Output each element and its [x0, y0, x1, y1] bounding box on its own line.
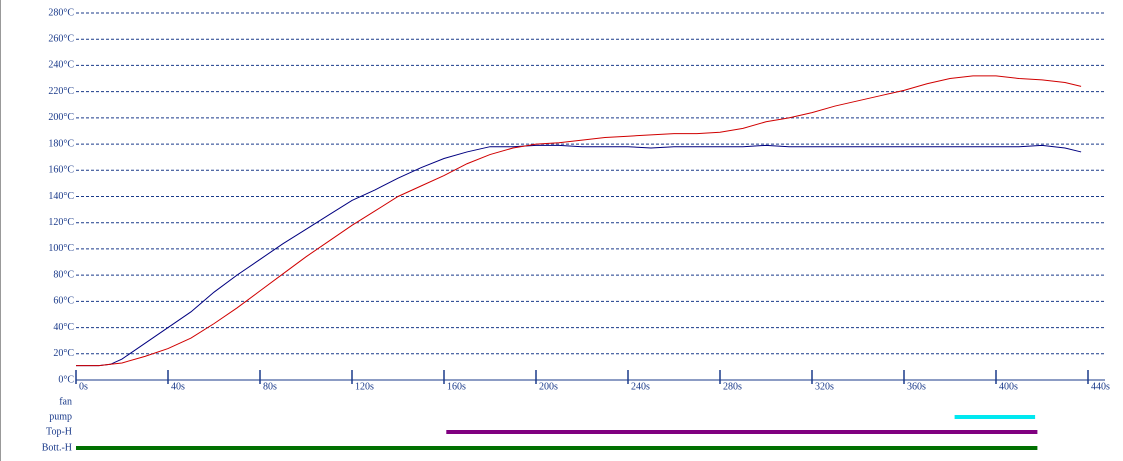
y-tick-label: 240°C [48, 60, 74, 71]
x-tick-label: 240s [631, 381, 650, 392]
series-line [76, 75, 1082, 367]
timeline-label: pump [49, 411, 72, 422]
y-tick-label: 60°C [53, 296, 74, 307]
x-tick-label: 400s [999, 381, 1018, 392]
timeline-bar [76, 446, 1038, 450]
y-tick-label: 120°C [48, 217, 74, 228]
y-tick-label: 80°C [53, 269, 74, 280]
y-tick-label: 200°C [48, 112, 74, 123]
y-tick-label: 0°C [58, 374, 74, 385]
y-tick-label: 280°C [48, 7, 74, 18]
y-tick-label: 100°C [48, 243, 74, 254]
x-tick-label: 360s [907, 381, 926, 392]
timeline-bar [954, 415, 1036, 419]
timeline-label: fan [59, 396, 72, 407]
x-tick-label: 320s [815, 381, 834, 392]
timeline-label: Top-H [46, 426, 72, 437]
x-tick-label: 160s [447, 381, 466, 392]
y-tick-label: 260°C [48, 34, 74, 45]
x-tick-label: 40s [171, 381, 185, 392]
x-tick-label: 280s [723, 381, 742, 392]
x-tick-label: 80s [263, 381, 277, 392]
y-tick-label: 140°C [48, 191, 74, 202]
x-tick-label: 0s [79, 381, 88, 392]
x-tick-label: 440s [1091, 381, 1110, 392]
y-tick-label: 220°C [48, 86, 74, 97]
y-tick-label: 180°C [48, 138, 74, 149]
y-tick-label: 20°C [53, 348, 74, 359]
y-tick-label: 160°C [48, 165, 74, 176]
timeline-label: Bott.-H [42, 442, 72, 453]
x-tick-label: 120s [355, 381, 374, 392]
y-tick-label: 40°C [53, 322, 74, 333]
x-tick-label: 200s [539, 381, 558, 392]
series-line [76, 144, 1082, 367]
timeline-bar [446, 430, 1038, 434]
